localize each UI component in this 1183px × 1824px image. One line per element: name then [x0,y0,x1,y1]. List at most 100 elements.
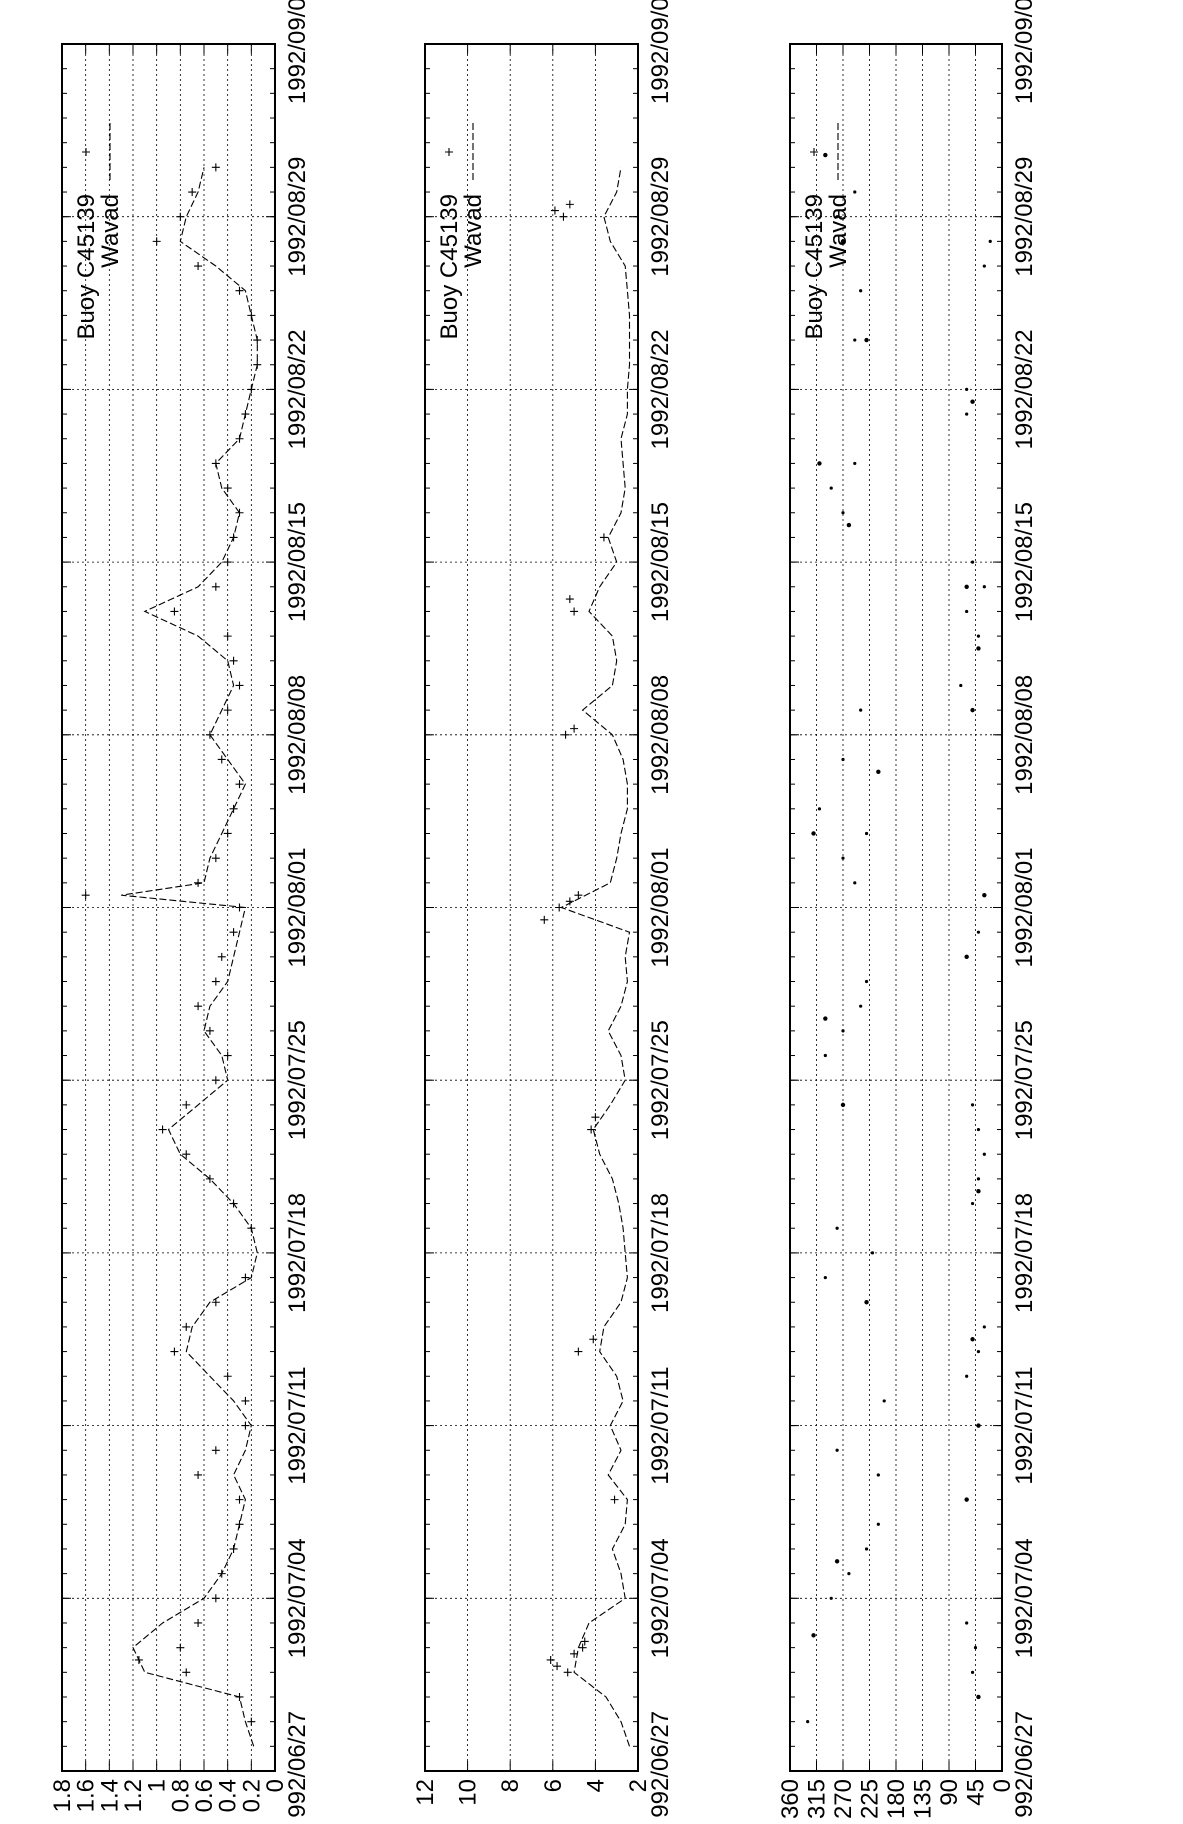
x-tick-label: 1992/07/11 [1011,1366,1038,1484]
x-tick-label: 1992/08/15 [1011,502,1038,622]
y-tick-label: 135 [910,1779,937,1819]
series-buoy-point [217,952,226,961]
legend-marker-buoy [445,148,453,156]
series-buoy-point [970,399,975,404]
plot-frame [424,43,639,1772]
series-wavad-point [835,1226,839,1230]
series-wavad-point [847,1572,851,1576]
series-wavad-point [970,1103,975,1107]
x-tick-label: 1992/08/29 [1011,157,1038,277]
y-tick-label: 180 [883,1779,910,1819]
series-buoy-point [235,508,244,517]
series-buoy-point [211,1594,220,1603]
series-wavad-point [841,1029,845,1033]
y-tick-label: 1.4 [96,1779,123,1812]
legend-label-buoy: Buoy C45139 [436,194,463,339]
series-wavad-point [864,831,869,836]
series-wavad-point [841,757,845,762]
series-wavad-point [823,1275,827,1280]
x-tick-label: 1992/07/18 [647,1193,674,1313]
series-buoy-point [970,1337,975,1342]
series-wavad-point [976,634,981,638]
series-wavad-point [988,239,992,243]
series-buoy-point [182,1150,191,1159]
x-tick-label: 1992/08/01 [284,847,311,967]
series-wavad-point [859,1004,863,1008]
series-buoy-point [158,1125,167,1134]
x-tick-label: 1992/08/22 [284,329,311,449]
series-wavad-point [970,1670,975,1674]
plot-frame [61,43,276,1772]
series-buoy-point [241,1273,250,1282]
series-buoy-point [205,1174,214,1183]
series-wavad-point [876,1473,880,1477]
series-buoy-point [565,595,574,604]
series-buoy-point [241,1396,250,1405]
x-tick-label: 1992/08/08 [1011,675,1038,795]
series-buoy-point [211,854,220,863]
x-tick-label: 1992/07/04 [647,1538,674,1658]
series-buoy-point [964,584,969,589]
plot-area [806,152,992,1724]
series-buoy-point [194,878,203,887]
series-buoy-point [176,1643,185,1652]
series-buoy-point [964,1497,969,1502]
series-buoy-point [223,829,232,838]
x-tick-label: 1992/08/08 [647,675,674,795]
y-tick-label: 1.6 [73,1779,100,1812]
y-tick-label: 0 [989,1779,1016,1792]
series-buoy-point [194,1618,203,1627]
series-buoy-point [217,1569,226,1578]
series-wavad-point [882,1399,886,1403]
series-buoy-point [223,706,232,715]
series-wavad-point [982,1325,986,1329]
series-buoy-point [570,607,579,616]
series-buoy-point [211,1298,220,1307]
series-wavad-point [853,190,857,194]
legend-label-wavad: Wavad [825,194,852,268]
x-tick-label: 1992/07/25 [284,1020,311,1140]
x-tick-label: 1992/08/29 [284,157,311,277]
series-buoy-point [976,1423,981,1428]
x-tick-label: 1992/09/05 [284,0,311,104]
series-wavad-point [853,338,857,342]
series-buoy-point [211,582,220,591]
y-tick-label: 1 [144,1779,171,1792]
x-tick-label: 1992/08/15 [647,502,674,622]
series-buoy-point [211,163,220,172]
x-tick-label: 1992/09/05 [1011,0,1038,104]
series-wavad-point [965,1374,969,1378]
series-wavad-point [965,609,969,614]
series-buoy-point [247,1717,256,1726]
series-wavad-point [976,1127,981,1132]
series-buoy-point [241,1421,250,1430]
y-tick-label: 0.8 [167,1779,194,1812]
series-buoy-point [574,1347,583,1356]
y-tick-label: 1.2 [120,1779,147,1812]
series-buoy-point [134,1655,143,1664]
y-tick-label: 90 [936,1779,963,1806]
series-buoy-point [81,891,90,900]
series-buoy-point [546,1655,555,1664]
x-tick-label: 1992/08/22 [647,329,674,449]
y-tick-label: 10 [455,1779,482,1806]
series-buoy-point [555,903,564,912]
series-buoy-point [570,724,579,733]
x-tick-label: 1992/08/15 [284,502,311,622]
series-buoy-point [876,769,881,775]
series-buoy-point [229,533,238,542]
series-wavad-point [982,264,986,268]
series-wavad-point [835,1448,839,1452]
series-buoy-point [223,484,232,493]
series-wavad-point [876,1522,880,1526]
series-wavad-point [829,486,833,490]
x-tick-label: 1992/08/29 [647,157,674,277]
series-buoy-point [553,1662,562,1671]
series-buoy-point [188,188,197,197]
y-tick-label: 0.4 [215,1779,242,1812]
series-buoy-point [811,831,816,836]
series-buoy-point [152,237,161,246]
series-buoy-point [211,977,220,986]
legend-label-buoy: Buoy C45139 [73,194,100,339]
